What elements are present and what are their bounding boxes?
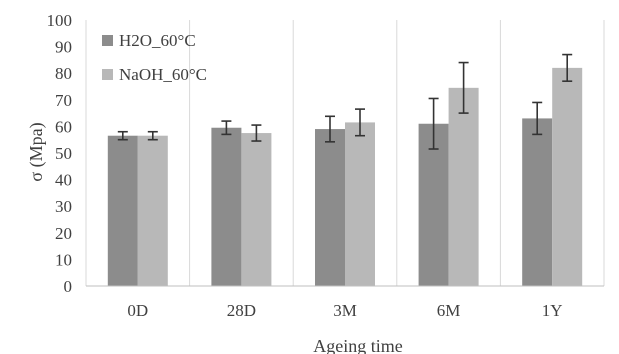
x-tick-label: 6M [437, 301, 461, 320]
x-tick-label: 0D [127, 301, 148, 320]
bar [211, 127, 242, 286]
y-tick-label: 90 [55, 38, 72, 57]
y-tick-label: 60 [55, 117, 72, 136]
x-tick-label: 3M [333, 301, 357, 320]
bars [107, 67, 583, 287]
legend-swatch [102, 69, 113, 80]
y-axis-ticks: 0 10 20 30 40 50 60 70 80 90 100 [47, 11, 73, 296]
bar [315, 129, 345, 286]
y-tick-label: 30 [55, 197, 72, 216]
y-tick-label: 80 [55, 64, 72, 83]
y-tick-label: 10 [55, 250, 72, 269]
bar [552, 67, 583, 286]
grid [85, 20, 605, 286]
x-axis-title: Ageing time [313, 336, 402, 354]
y-tick-label: 70 [55, 91, 72, 110]
y-tick-label: 20 [55, 224, 72, 243]
error-bars [117, 53, 573, 150]
bar [418, 123, 449, 287]
bar [345, 122, 375, 286]
legend-label: NaOH_60°C [119, 65, 207, 84]
bar [137, 135, 168, 286]
y-tick-label: 100 [47, 11, 73, 30]
legend-label: H2O_60°C [119, 31, 196, 50]
x-tick-label: 28D [227, 301, 256, 320]
bar [522, 118, 553, 286]
legend: H2O_60°C NaOH_60°C [102, 31, 207, 84]
y-axis-title: σ (Mpa) [26, 122, 47, 181]
legend-swatch [102, 35, 113, 46]
x-axis: 0D 28D 3M 6M 1Y [86, 285, 604, 320]
x-tick-label: 1Y [542, 301, 563, 320]
y-tick-label: 50 [55, 144, 72, 163]
y-tick-label: 40 [55, 171, 72, 190]
bar [241, 133, 272, 286]
bar [107, 135, 138, 286]
bar [448, 87, 479, 286]
y-tick-label: 0 [64, 277, 73, 296]
